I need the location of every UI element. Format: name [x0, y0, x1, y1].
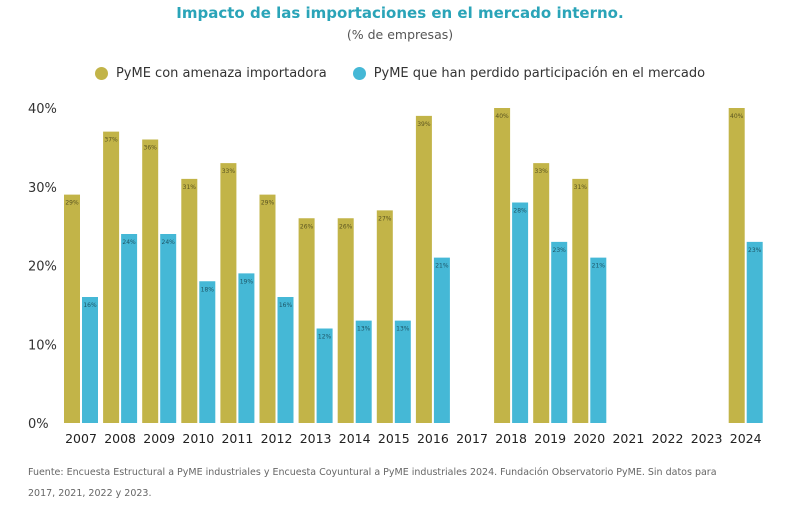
x-tick-label: 2018	[495, 431, 527, 446]
legend-label-amenaza: PyME con amenaza importadora	[115, 66, 327, 81]
data-label: 40%	[495, 113, 509, 120]
x-tick-label: 2023	[691, 431, 723, 446]
data-label: 40%	[730, 113, 744, 120]
data-label: 13%	[357, 326, 371, 333]
bar-perdida-2024	[746, 241, 763, 423]
x-tick-label: 2014	[339, 431, 371, 446]
x-tick-label: 2019	[534, 431, 566, 446]
data-label: 37%	[104, 137, 118, 144]
data-label: 19%	[240, 278, 254, 285]
bar-perdida-2011	[238, 273, 255, 423]
bar-perdida-2015	[394, 320, 411, 423]
bar-amenaza-2014	[337, 218, 354, 423]
bar-amenaza-2020	[572, 178, 589, 423]
data-label: 28%	[513, 208, 527, 215]
legend-item-amenaza: PyME con amenaza importadora	[94, 66, 327, 81]
data-label: 31%	[574, 184, 588, 191]
x-tick-label: 2009	[143, 431, 175, 446]
data-label: 33%	[535, 168, 549, 175]
chart-plot: 0% 10% 20% 30% 40% 29% 16% 2007 37% 24% 2008 36% 24%…	[28, 102, 763, 446]
x-tick-label: 2024	[730, 431, 762, 446]
x-tick-label: 2008	[104, 431, 136, 446]
bar-perdida-2008	[121, 234, 138, 423]
x-tick-label: 2011	[221, 431, 253, 446]
legend: PyME con amenaza importadora PyME que ha…	[0, 66, 800, 81]
bar-amenaza-2007	[64, 194, 80, 423]
data-label: 16%	[83, 302, 97, 309]
y-tick-label: 40%	[28, 102, 57, 117]
x-tick-label: 2015	[378, 431, 410, 446]
data-label: 12%	[318, 334, 332, 341]
footnote: Fuente: Encuesta Estructural a PyME indu…	[28, 462, 778, 504]
bar-amenaza-2011	[220, 163, 237, 423]
legend-label-perdida: PyME que han perdido participación en el…	[373, 66, 706, 81]
bar-perdida-2012	[277, 297, 294, 423]
y-tick-label: 10%	[28, 338, 57, 353]
bar-perdida-2009	[160, 234, 177, 423]
data-label: 29%	[65, 200, 79, 207]
footnote-line-2: 2017, 2021, 2022 y 2023.	[28, 488, 152, 499]
data-label: 24%	[122, 239, 136, 246]
x-tick-label: 2020	[573, 431, 605, 446]
y-tick-label: 30%	[28, 181, 57, 196]
bar-amenaza-2009	[142, 139, 159, 423]
data-label: 27%	[378, 215, 392, 222]
x-tick-label: 2016	[417, 431, 449, 446]
data-label: 23%	[553, 247, 567, 254]
x-tick-label: 2013	[300, 431, 332, 446]
bar-perdida-2016	[433, 257, 450, 423]
bar-perdida-2020	[590, 257, 607, 423]
data-label: 21%	[592, 263, 606, 270]
y-tick-label: 0%	[28, 417, 49, 432]
bar-perdida-2013	[316, 328, 333, 423]
bar-amenaza-2008	[103, 131, 120, 423]
bar-perdida-2019	[551, 241, 568, 423]
legend-swatch-perdida	[352, 67, 366, 80]
data-label: 31%	[183, 184, 197, 191]
data-label: 26%	[300, 223, 314, 230]
x-tick-label: 2007	[65, 431, 97, 446]
footnote-line-1: Fuente: Encuesta Estructural a PyME indu…	[28, 467, 717, 478]
x-tick-label: 2021	[612, 431, 644, 446]
data-label: 23%	[748, 247, 762, 254]
bar-amenaza-2015	[376, 210, 393, 423]
chart-subtitle: (% de empresas)	[346, 27, 454, 42]
data-label: 18%	[201, 286, 215, 293]
data-label: 39%	[417, 121, 431, 128]
bar-amenaza-2019	[533, 163, 550, 423]
data-label: 24%	[162, 239, 176, 246]
legend-item-perdida: PyME que han perdido participación en el…	[352, 66, 706, 81]
data-label: 36%	[144, 145, 158, 152]
data-label: 13%	[396, 326, 410, 333]
legend-swatch-amenaza	[94, 67, 108, 80]
data-label: 33%	[222, 168, 236, 175]
bar-amenaza-2016	[415, 115, 432, 423]
data-label: 29%	[261, 200, 275, 207]
bar-amenaza-2018	[494, 108, 511, 423]
x-tick-label: 2022	[652, 431, 684, 446]
bar-perdida-2018	[512, 202, 529, 423]
bar-perdida-2007	[82, 297, 98, 423]
x-tick-label: 2012	[261, 431, 293, 446]
data-label: 26%	[339, 223, 353, 230]
chart-title: Impacto de las importaciones en el merca…	[176, 4, 624, 22]
bar-perdida-2014	[355, 320, 372, 423]
x-tick-label: 2017	[456, 431, 488, 446]
bar-perdida-2010	[199, 281, 216, 423]
data-label: 16%	[279, 302, 293, 309]
y-tick-label: 20%	[28, 260, 57, 275]
data-label: 21%	[435, 263, 449, 270]
bar-amenaza-2013	[298, 218, 315, 423]
x-tick-label: 2010	[182, 431, 214, 446]
bar-amenaza-2024	[728, 108, 745, 423]
bar-amenaza-2012	[259, 194, 276, 423]
bar-amenaza-2010	[181, 178, 198, 423]
